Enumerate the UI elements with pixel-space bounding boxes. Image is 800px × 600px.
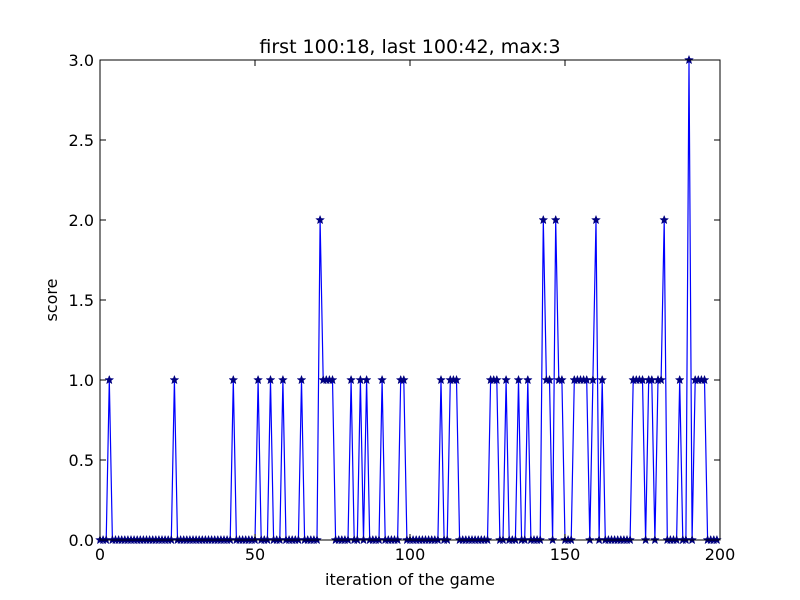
y-tick-label: 0.0 — [69, 531, 94, 550]
x-tick-label: 150 — [550, 545, 581, 564]
y-tick-label: 2.5 — [69, 131, 94, 150]
data-point-star — [587, 374, 598, 385]
x-tick-label: 200 — [705, 545, 736, 564]
data-point-star — [169, 374, 180, 385]
data-point-star — [398, 374, 409, 385]
y-tick-label: 0.5 — [69, 451, 94, 470]
data-point-star — [436, 374, 446, 385]
data-point-star — [491, 374, 502, 385]
series-line — [100, 59, 717, 541]
data-point-star — [659, 214, 670, 225]
data-point-star — [674, 374, 685, 385]
axes-frame — [99, 59, 721, 541]
y-tick-label: 1.0 — [69, 371, 94, 390]
y-tick-label: 3.0 — [69, 51, 94, 70]
data-point-star — [104, 374, 115, 385]
data-point-star — [346, 374, 357, 385]
plot-area — [95, 54, 722, 545]
data-point-star — [522, 374, 533, 385]
chart-title: first 100:18, last 100:42, max:3 — [259, 36, 560, 58]
data-point-star — [265, 374, 276, 385]
data-point-star — [377, 374, 388, 385]
data-point-star — [228, 374, 239, 385]
data-point-star — [544, 374, 555, 385]
x-tick-label: 100 — [395, 545, 426, 564]
x-axis-label: iteration of the game — [325, 570, 495, 589]
y-tick-label: 2.0 — [69, 211, 94, 230]
data-point-star — [656, 374, 667, 385]
data-point-star — [327, 374, 338, 385]
data-point-star — [296, 374, 307, 385]
data-point-star — [501, 374, 512, 385]
x-tick-label: 50 — [245, 545, 265, 564]
data-point-star — [315, 214, 326, 225]
data-point-star — [550, 214, 561, 225]
data-point-star — [277, 374, 288, 385]
data-point-star — [253, 374, 264, 385]
axis-ticks: 0 50 100 150 200 0.0 0.5 1.0 1.5 2.0 2.5 3.0 — [69, 51, 736, 564]
data-point-star — [513, 374, 524, 385]
data-point-star — [361, 374, 372, 385]
x-tick-label: 0 — [95, 545, 105, 564]
y-tick-label: 1.5 — [69, 291, 94, 310]
data-point-star — [451, 374, 462, 385]
y-axis-label: score — [42, 279, 61, 322]
data-point-star — [591, 214, 601, 225]
data-point-star — [699, 374, 710, 385]
data-point-star — [597, 374, 608, 385]
data-point-star — [556, 374, 567, 385]
data-point-star — [538, 214, 549, 225]
